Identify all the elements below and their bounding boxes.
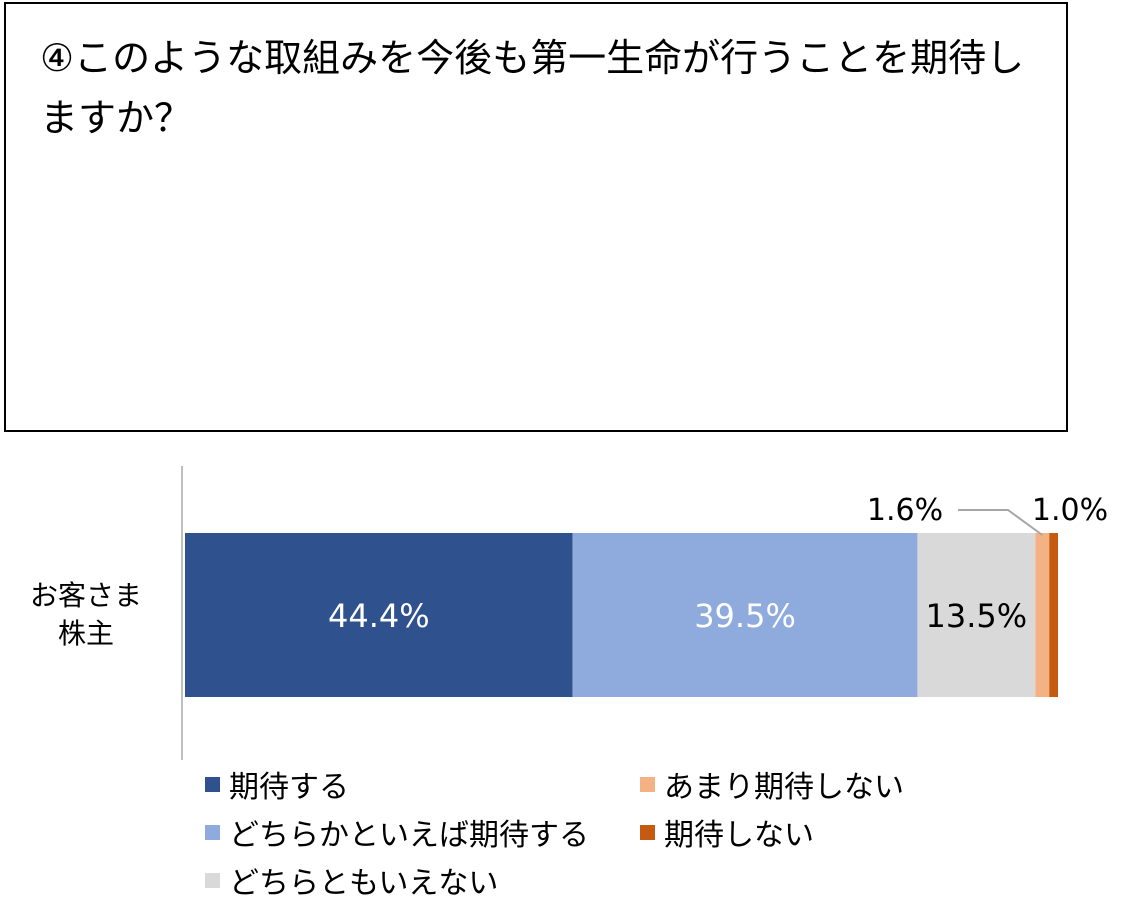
bar-segment bbox=[185, 533, 573, 697]
category-label: 株主 bbox=[58, 617, 114, 650]
bar-segment bbox=[1049, 533, 1058, 697]
legend-item: 期待する bbox=[205, 762, 349, 806]
bar-segment bbox=[917, 533, 1036, 697]
legend-swatch bbox=[205, 824, 220, 840]
legend-swatch bbox=[640, 776, 655, 792]
legend-label: あまり期待しない bbox=[664, 770, 904, 805]
category-label: お客さま bbox=[30, 579, 142, 612]
question-title: ④このような取組みを今後も第一生命が行うことを期待しますか？ bbox=[40, 36, 1025, 140]
legend-swatch bbox=[640, 824, 655, 840]
legend-item: どちらかといえば期待する bbox=[205, 810, 589, 854]
legend-item: あまり期待しない bbox=[640, 762, 904, 806]
legend-label: 期待する bbox=[229, 770, 349, 805]
legend-label: どちらともいえない bbox=[229, 866, 499, 901]
bar-segment bbox=[572, 533, 918, 697]
legend-item: どちらともいえない bbox=[205, 858, 498, 902]
leader-line bbox=[958, 509, 1043, 536]
legend-swatch bbox=[205, 776, 220, 792]
legend-label: 期待しない bbox=[664, 818, 814, 853]
data-label: 13.5% bbox=[926, 597, 1028, 635]
legend-label: どちらかといえば期待する bbox=[229, 818, 589, 853]
legend-swatch bbox=[205, 872, 220, 888]
question-box: ④このような取組みを今後も第一生命が行うことを期待しますか？ bbox=[4, 2, 1068, 432]
data-label: 44.4% bbox=[328, 597, 430, 635]
bar-segment bbox=[1035, 533, 1050, 697]
data-label: 1.0% bbox=[1032, 493, 1108, 528]
data-label: 39.5% bbox=[694, 597, 796, 635]
data-label: 1.6% bbox=[867, 493, 943, 528]
chart-legend: 期待するどちらかといえば期待する どちらともいえない あまり期待しない 期待しない bbox=[205, 762, 1105, 912]
legend-item: 期待しない bbox=[640, 810, 814, 854]
